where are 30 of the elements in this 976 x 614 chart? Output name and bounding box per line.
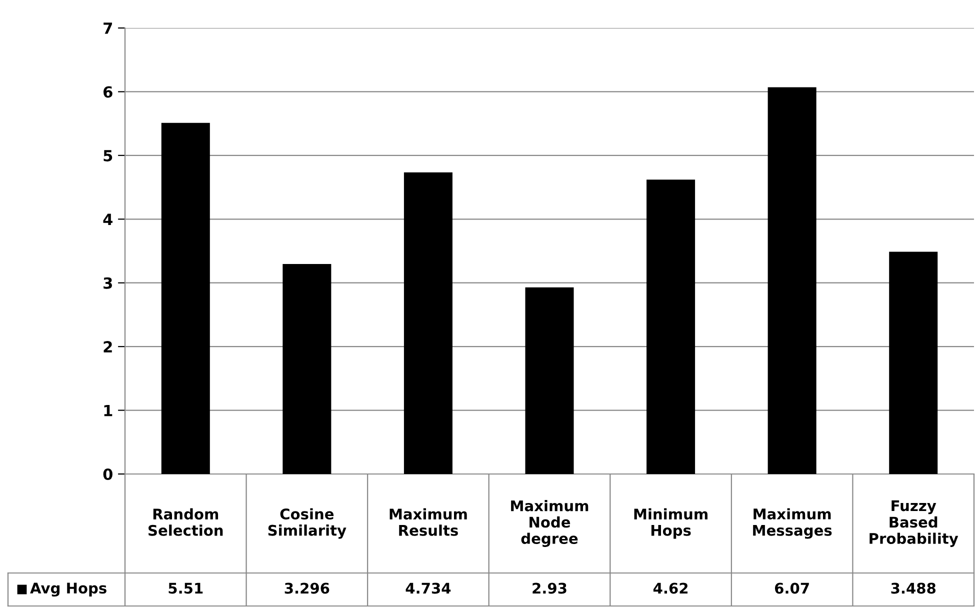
bar — [404, 172, 452, 474]
y-tick-label: 0 — [103, 468, 112, 480]
data-label: 3.296 — [284, 582, 330, 594]
y-tick-label: 2 — [104, 341, 112, 352]
data-label: 6.07 — [774, 582, 809, 594]
x-tick-label: Maximum Node degree — [511, 500, 588, 547]
data-label: 4.734 — [406, 582, 451, 594]
y-tick-label: 1 — [104, 404, 112, 416]
bar — [768, 87, 816, 474]
bar — [889, 252, 938, 474]
x-tick-label: Fuzzy Based Probability — [870, 500, 958, 547]
y-tick-label: 4 — [103, 214, 112, 225]
legend-label: Avg Hops — [30, 582, 106, 597]
bar — [525, 287, 574, 474]
data-label: 3.488 — [891, 582, 936, 594]
x-tick-label: Maximum Messages — [753, 508, 832, 539]
x-tick-label: Minimum Hops — [634, 508, 708, 539]
x-tick-label: Cosine Similarity — [268, 508, 346, 539]
data-label: 2.93 — [532, 582, 566, 594]
y-tick-label: 5 — [104, 150, 112, 162]
y-tick-label: 6 — [104, 86, 112, 98]
data-label: 5.51 — [168, 582, 203, 594]
data-label: 4.62 — [653, 582, 688, 594]
y-tick-label: 3 — [104, 277, 112, 289]
x-tick-label: Maximum Results — [390, 508, 467, 536]
bar — [646, 180, 696, 474]
bar — [161, 122, 210, 474]
y-tick-label: 7 — [104, 22, 112, 34]
x-tick-label: Random Selection — [148, 508, 223, 536]
bar — [282, 264, 332, 474]
